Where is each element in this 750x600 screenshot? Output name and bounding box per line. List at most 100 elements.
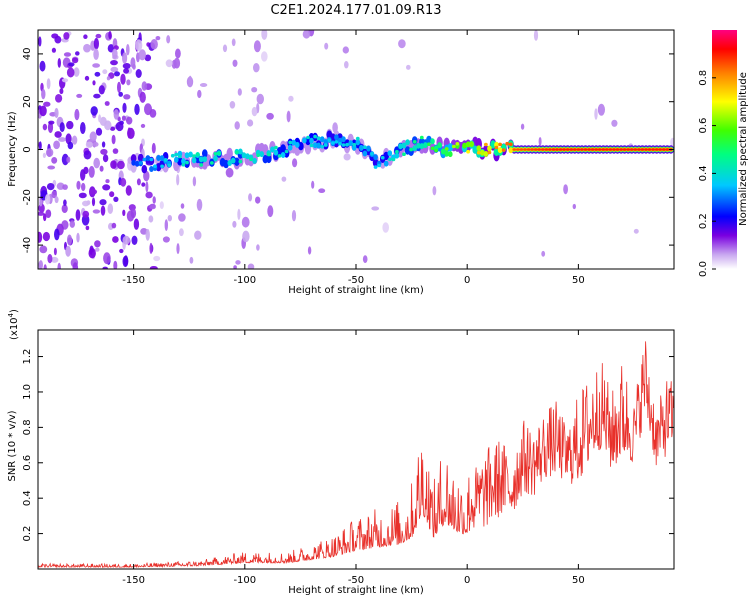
ridge-cell xyxy=(480,149,485,156)
ridge-cell xyxy=(498,142,502,147)
noise-cell xyxy=(342,46,349,54)
noise-cell xyxy=(233,265,237,269)
noise-cell xyxy=(232,220,237,228)
ridge-cell xyxy=(184,152,190,159)
ridge-cell xyxy=(323,139,329,145)
noise-cell xyxy=(71,57,79,64)
ridge-cell xyxy=(544,148,549,151)
noise-cell xyxy=(100,205,106,216)
ridge-cell xyxy=(484,142,488,147)
ridge-cell xyxy=(217,151,221,156)
noise-cell xyxy=(41,88,46,100)
noise-cell xyxy=(611,119,618,127)
noise-cell xyxy=(114,71,120,77)
ridge-cell xyxy=(615,148,620,151)
ridge-cell xyxy=(355,139,361,146)
ridge-cell xyxy=(583,148,588,151)
y-tick-label: 0.6 xyxy=(22,455,33,471)
ridge-cell xyxy=(608,148,613,151)
ridge-cell xyxy=(434,148,438,153)
noise-cell xyxy=(122,63,131,69)
noise-cell xyxy=(253,40,261,53)
noise-cell xyxy=(99,165,104,172)
ridge-cell xyxy=(355,136,360,141)
noise-cell xyxy=(68,62,75,67)
noise-cell xyxy=(149,242,153,254)
snr-scale-factor: (x104) xyxy=(7,309,20,340)
ridge-cell xyxy=(191,157,197,164)
noise-cell xyxy=(98,85,105,95)
noise-cell xyxy=(242,230,250,243)
ridge-cell xyxy=(647,148,652,151)
noise-cell xyxy=(54,131,62,138)
snr-frame xyxy=(37,329,675,570)
noise-cell xyxy=(251,106,258,117)
ridge-cell xyxy=(651,148,655,151)
noise-cell xyxy=(152,196,156,204)
noise-cell xyxy=(180,203,185,209)
noise-cell xyxy=(398,39,406,49)
noise-cell xyxy=(43,213,47,222)
noise-cell xyxy=(110,66,119,73)
noise-cell xyxy=(135,69,142,78)
noise-cell xyxy=(89,131,97,142)
noise-cell xyxy=(189,256,194,264)
ridge-cell xyxy=(366,145,371,152)
noise-cell xyxy=(62,184,68,190)
snr-plot-area xyxy=(38,341,674,569)
noise-cell xyxy=(248,193,253,202)
noise-cell xyxy=(120,177,127,187)
noise-cell xyxy=(102,266,108,269)
noise-cell xyxy=(39,60,46,72)
noise-cell xyxy=(112,148,119,154)
figure-title: C2E1.2024.177.01.09.R13 xyxy=(270,3,441,18)
noise-cell xyxy=(88,166,95,178)
noise-cell xyxy=(256,244,260,251)
noise-cell xyxy=(76,232,80,243)
noise-cell xyxy=(145,191,153,199)
ridge-cell xyxy=(594,148,599,151)
noise-cell xyxy=(105,179,110,184)
ridge-cell xyxy=(309,143,314,148)
ridge-cell xyxy=(270,146,275,153)
noise-cell xyxy=(255,196,261,204)
ridge-cell xyxy=(137,153,144,163)
ridge-cell xyxy=(363,145,367,149)
noise-cell xyxy=(61,78,69,83)
ridge-cell xyxy=(465,141,471,148)
noise-cell xyxy=(63,32,70,40)
noise-cell xyxy=(538,137,542,146)
noise-cell xyxy=(133,218,140,230)
noise-cell xyxy=(95,33,102,39)
noise-cell xyxy=(194,230,202,240)
ridge-cell xyxy=(640,148,645,151)
noise-cell xyxy=(113,196,119,202)
noise-cell xyxy=(88,248,96,259)
noise-cell xyxy=(81,182,86,192)
noise-cell xyxy=(122,209,126,216)
x-tick-label: 0 xyxy=(464,575,470,586)
ridge-cell xyxy=(551,148,556,151)
ridge-cell xyxy=(234,157,240,166)
snr-xlabel: Height of straight line (km) xyxy=(288,585,424,596)
ridge-cell xyxy=(277,154,282,158)
noise-cell xyxy=(119,248,124,254)
ridge-cell xyxy=(447,143,454,152)
ridge-cell xyxy=(192,154,197,158)
ridge-cell xyxy=(490,140,496,149)
noise-cell xyxy=(83,43,91,53)
colorbar-label: Normalized spectral amplitude xyxy=(738,72,749,226)
ridge-cell xyxy=(505,141,510,146)
noise-cell xyxy=(302,30,311,39)
noise-cell xyxy=(633,228,639,234)
ridge-cell xyxy=(580,148,584,151)
ridge-cell xyxy=(448,151,453,158)
ridge-cell xyxy=(252,157,257,164)
ridge-cell xyxy=(512,148,517,151)
ridge-cell xyxy=(476,150,481,155)
noise-cell xyxy=(138,49,146,61)
noise-cell xyxy=(107,203,114,214)
noise-cell xyxy=(247,119,254,127)
noise-cell xyxy=(76,180,81,190)
